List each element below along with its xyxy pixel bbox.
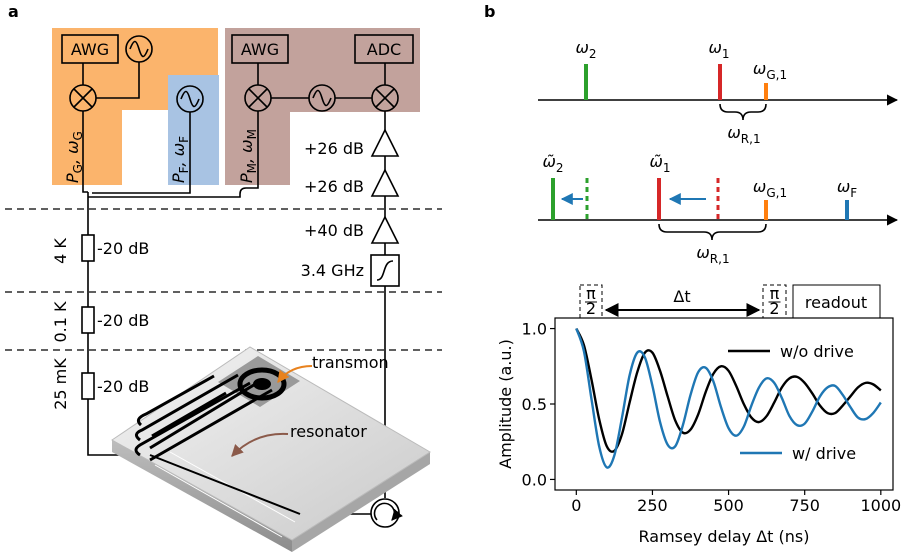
stage-label: 0.1 K xyxy=(51,301,70,343)
text-part: , ω xyxy=(169,143,188,167)
attenuator xyxy=(82,235,94,261)
frequency-label: ω2 xyxy=(575,38,596,61)
text-part: , ω xyxy=(237,139,256,163)
stage-label: 4 K xyxy=(51,238,70,264)
text-part: G xyxy=(71,131,85,140)
text-part: P xyxy=(237,173,256,183)
frequency-label: ω̃1 xyxy=(649,152,670,175)
flux-drive-area xyxy=(168,75,219,185)
subscript: G,1 xyxy=(766,186,787,200)
symbol: ω xyxy=(708,38,721,57)
subscript: 2 xyxy=(589,47,597,61)
attenuator-label: -20 dB xyxy=(97,311,149,330)
text-part: M xyxy=(245,129,259,139)
attenuator xyxy=(82,373,94,399)
frequency-label: ω̃2 xyxy=(542,152,563,175)
x-tick-label: 1000 xyxy=(860,496,901,515)
instrument-label: AWG xyxy=(241,40,279,59)
symbol: ω xyxy=(753,59,766,78)
frequency-label: ω1 xyxy=(708,38,729,61)
figure: a AWG AWG ADC PG, ωG PF, ωF PM, ωM 4 K 0… xyxy=(0,0,906,553)
text-part: G xyxy=(71,164,85,173)
amplifier-label: +26 dB xyxy=(304,177,364,196)
symbol: ω xyxy=(696,243,709,262)
symbol: ω xyxy=(727,123,740,142)
panel-label: a xyxy=(8,2,19,21)
y-tick-label: 0.5 xyxy=(522,395,547,414)
subscript: R,1 xyxy=(741,132,761,146)
amplifier xyxy=(372,217,398,243)
x-tick-label: 0 xyxy=(571,496,581,515)
drive-label: PF, ωF xyxy=(169,136,191,183)
attenuator xyxy=(82,307,94,333)
pulse-denominator: 2 xyxy=(586,299,596,318)
symbol: ω xyxy=(753,177,766,196)
text-part: F xyxy=(177,136,191,143)
symbol: ω̃ xyxy=(542,152,555,171)
amplifier-label: +40 dB xyxy=(304,221,364,240)
frequency-label: ωR,1 xyxy=(727,123,760,146)
frequency-label: ωF xyxy=(837,177,857,200)
x-tick-label: 500 xyxy=(713,496,744,515)
x-tick-label: 750 xyxy=(789,496,820,515)
brace xyxy=(659,224,766,240)
subscript: G,1 xyxy=(766,68,787,82)
amplifier xyxy=(372,170,398,196)
frequency-label: ωR,1 xyxy=(696,243,729,266)
device-label: resonator xyxy=(290,422,367,441)
stage-label: 25 mK xyxy=(51,358,70,410)
amplifier xyxy=(372,130,398,156)
text-part: , ω xyxy=(63,140,82,164)
frequency-label: ωG,1 xyxy=(753,59,787,82)
instrument-label: AWG xyxy=(71,40,109,59)
x-tick-label: 250 xyxy=(637,496,668,515)
symbol: ω xyxy=(837,177,850,196)
x-axis-label: Ramsey delay Δt (ns) xyxy=(639,527,810,546)
legend-label: w/ drive xyxy=(792,444,856,463)
brace xyxy=(720,104,766,120)
pulse-denominator: 2 xyxy=(769,299,779,318)
device-label: transmon xyxy=(312,353,389,372)
readout-label: readout xyxy=(805,293,867,312)
y-tick-label: 0.0 xyxy=(522,470,547,489)
subscript: F xyxy=(850,186,857,200)
y-axis-label: Amplitude (a.u.) xyxy=(496,339,515,469)
filter-label: 3.4 GHz xyxy=(301,261,364,280)
attenuator-label: -20 dB xyxy=(97,239,149,258)
attenuator-label: -20 dB xyxy=(97,377,149,396)
legend-label: w/o drive xyxy=(780,342,854,361)
symbol: ω̃ xyxy=(649,152,662,171)
text-part: P xyxy=(63,173,82,183)
text-part: P xyxy=(169,173,188,183)
delay-label: Δt xyxy=(673,287,690,306)
frequency-label: ωG,1 xyxy=(753,177,787,200)
amplifier-label: +26 dB xyxy=(304,139,364,158)
subscript: 1 xyxy=(663,161,671,175)
subscript: 2 xyxy=(556,161,564,175)
text-part: M xyxy=(245,163,259,173)
subscript: 1 xyxy=(722,47,730,61)
subscript: R,1 xyxy=(710,252,730,266)
panel-label: b xyxy=(484,2,495,21)
instrument-label: ADC xyxy=(367,40,401,59)
symbol: ω xyxy=(575,38,588,57)
y-tick-label: 1.0 xyxy=(522,320,547,339)
